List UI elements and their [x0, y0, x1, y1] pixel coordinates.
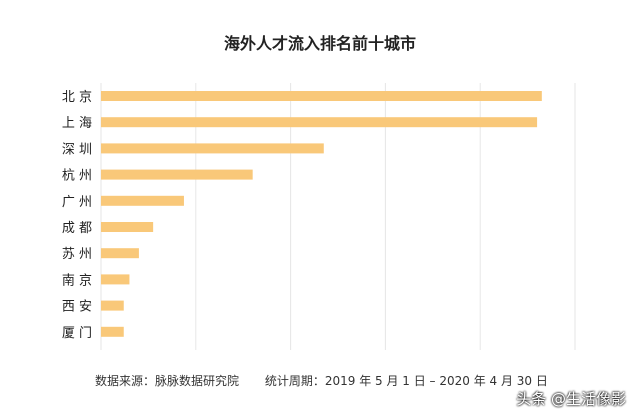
category-label: 广 州	[62, 195, 92, 210]
bar-成都	[101, 222, 154, 232]
bar-杭州	[101, 169, 253, 180]
bar-上海	[101, 117, 538, 128]
category-label: 杭 州	[62, 169, 92, 184]
category-label: 厦 门	[62, 326, 92, 341]
bar-厦门	[101, 326, 124, 337]
chart-title: 海外人才流入排名前十城市	[223, 34, 416, 53]
category-label: 苏 州	[62, 246, 92, 262]
bar-苏州	[101, 248, 139, 259]
bar-北京	[101, 91, 542, 101]
category-label: 上 海	[62, 116, 92, 131]
category-label: 深 圳	[62, 142, 92, 157]
category-label: 南 京	[62, 272, 92, 288]
statistics-period: 统计周期：2019 年 5 月 1 日 – 2020 年 4 月 30 日	[264, 374, 548, 388]
category-label: 西 安	[62, 300, 92, 315]
data-source: 数据来源：脉脉数据研究院	[95, 374, 240, 388]
source-note: 数据来源：脉脉数据研究院 统计周期：2019 年 5 月 1 日 – 2020 …	[95, 372, 570, 389]
category-label: 成 都	[62, 221, 92, 236]
bar-南京	[101, 274, 130, 285]
watermark: 头条 @生活像影	[516, 390, 626, 408]
bar-深圳	[101, 143, 324, 154]
category-label: 北 京	[62, 90, 92, 105]
bar-广州	[101, 195, 184, 206]
bar-西安	[101, 300, 124, 311]
